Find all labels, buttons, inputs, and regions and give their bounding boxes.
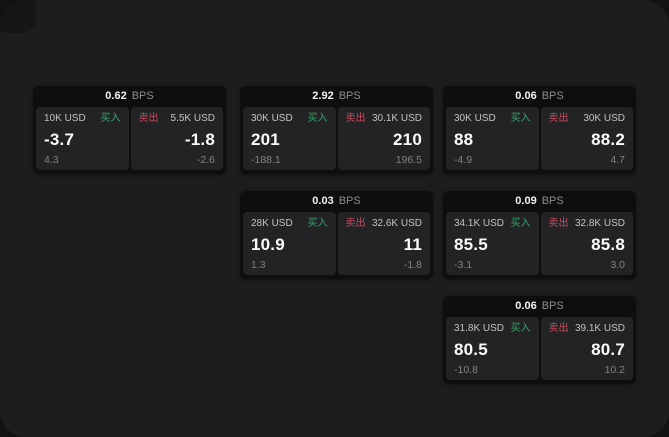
spread-bps-unit: BPS — [131, 90, 154, 102]
sell-cell[interactable]: 卖出 30.1K USD 210 196.5 — [337, 107, 430, 170]
buy-price: 85.5 — [454, 234, 488, 254]
sell-cell[interactable]: 卖出 32.8K USD 85.8 3.0 — [540, 212, 633, 275]
spread-header: 0.62 BPS — [36, 86, 223, 107]
spread-bps-value: 0.03 — [312, 195, 334, 207]
buy-size-label: 34.1K USD — [454, 218, 505, 229]
buy-cell[interactable]: 34.1K USD 买入 85.5 -3.1 — [446, 212, 539, 275]
buy-price: 80.5 — [454, 339, 488, 359]
buy-price: 88 — [454, 129, 474, 149]
buy-size-label: 28K USD — [251, 218, 293, 229]
sell-delta: 3.0 — [610, 258, 625, 271]
sell-price: 210 — [393, 129, 422, 149]
spread-bps-unit: BPS — [541, 195, 564, 207]
buy-cell[interactable]: 10K USD 买入 -3.7 4.3 — [36, 107, 129, 170]
sell-size-label: 32.6K USD — [371, 218, 422, 229]
buy-side-label: 买入 — [307, 218, 328, 229]
buy-price: 10.9 — [251, 234, 285, 254]
buy-size-label: 30K USD — [454, 113, 496, 124]
spread-bps-unit: BPS — [338, 90, 361, 102]
spread-bps-value: 0.06 — [515, 300, 537, 312]
sell-side-label: 卖出 — [345, 113, 366, 124]
buy-cell[interactable]: 31.8K USD 买入 80.5 -10.8 — [446, 317, 539, 380]
buy-side-label: 买入 — [510, 113, 531, 124]
sell-size-label: 5.5K USD — [170, 113, 215, 124]
spread-bps-unit: BPS — [338, 195, 361, 207]
buy-delta: -10.8 — [454, 363, 478, 376]
sell-size-label: 30K USD — [583, 113, 625, 124]
sell-side-label: 卖出 — [548, 218, 569, 229]
sell-cell[interactable]: 卖出 32.6K USD 11 -1.8 — [337, 212, 430, 275]
buy-delta: -3.1 — [454, 258, 473, 271]
sell-size-label: 32.8K USD — [574, 218, 625, 229]
sell-side-label: 卖出 — [345, 218, 366, 229]
sell-size-label: 39.1K USD — [574, 323, 625, 334]
spread-bps-value: 0.62 — [105, 90, 127, 102]
spread-header: 0.06 BPS — [446, 86, 633, 107]
sell-delta: -1.8 — [403, 258, 422, 271]
sell-side-label: 卖出 — [138, 113, 159, 124]
buy-size-label: 10K USD — [44, 113, 86, 124]
spread-card: 0.06 BPS 30K USD 买入 88 -4.9 卖出 30K USD — [443, 86, 636, 174]
sell-price: 80.7 — [591, 339, 625, 359]
sell-delta: -2.6 — [196, 153, 215, 166]
buy-cell[interactable]: 30K USD 买入 88 -4.9 — [446, 107, 539, 170]
spread-card: 0.09 BPS 34.1K USD 买入 85.5 -3.1 卖出 32.8K… — [443, 191, 636, 279]
corner-tile — [0, 0, 36, 33]
sell-price: 11 — [403, 234, 422, 254]
spread-card: 0.06 BPS 31.8K USD 买入 80.5 -10.8 卖出 39.1… — [443, 296, 636, 384]
sell-price: -1.8 — [184, 129, 215, 149]
sell-delta: 4.7 — [610, 153, 625, 166]
buy-delta: 1.3 — [251, 258, 266, 271]
buy-side-label: 买入 — [100, 113, 121, 124]
spread-bps-unit: BPS — [541, 90, 564, 102]
buy-size-label: 31.8K USD — [454, 323, 505, 334]
spread-bps-value: 0.06 — [515, 90, 537, 102]
spread-bps-value: 0.09 — [515, 195, 537, 207]
spread-card: 0.03 BPS 28K USD 买入 10.9 1.3 卖出 32.6K US… — [240, 191, 433, 279]
sell-delta: 196.5 — [395, 153, 422, 166]
sell-delta: 10.2 — [604, 363, 625, 376]
buy-delta: -188.1 — [251, 153, 281, 166]
sell-price: 88.2 — [591, 129, 625, 149]
buy-price: 201 — [251, 129, 280, 149]
sell-price: 85.8 — [591, 234, 625, 254]
sell-cell[interactable]: 卖出 39.1K USD 80.7 10.2 — [540, 317, 633, 380]
buy-cell[interactable]: 28K USD 买入 10.9 1.3 — [243, 212, 336, 275]
buy-cell[interactable]: 30K USD 买入 201 -188.1 — [243, 107, 336, 170]
buy-side-label: 买入 — [510, 323, 531, 334]
buy-delta: -4.9 — [454, 153, 473, 166]
buy-delta: 4.3 — [44, 153, 59, 166]
buy-price: -3.7 — [44, 129, 75, 149]
buy-size-label: 30K USD — [251, 113, 293, 124]
spread-header: 0.03 BPS — [243, 191, 430, 212]
sell-side-label: 卖出 — [548, 323, 569, 334]
spread-bps-unit: BPS — [541, 300, 564, 312]
buy-side-label: 买入 — [510, 218, 531, 229]
sell-side-label: 卖出 — [548, 113, 569, 124]
spread-card: 2.92 BPS 30K USD 买入 201 -188.1 卖出 30.1K … — [240, 86, 433, 174]
sell-size-label: 30.1K USD — [371, 113, 422, 124]
sell-cell[interactable]: 卖出 30K USD 88.2 4.7 — [540, 107, 633, 170]
spread-header: 2.92 BPS — [243, 86, 430, 107]
spread-card: 0.62 BPS 10K USD 买入 -3.7 4.3 卖出 5.5K USD — [33, 86, 226, 174]
sell-cell[interactable]: 卖出 5.5K USD -1.8 -2.6 — [130, 107, 223, 170]
spread-header: 0.06 BPS — [446, 296, 633, 317]
spread-bps-value: 2.92 — [312, 90, 334, 102]
spread-header: 0.09 BPS — [446, 191, 633, 212]
buy-side-label: 买入 — [307, 113, 328, 124]
